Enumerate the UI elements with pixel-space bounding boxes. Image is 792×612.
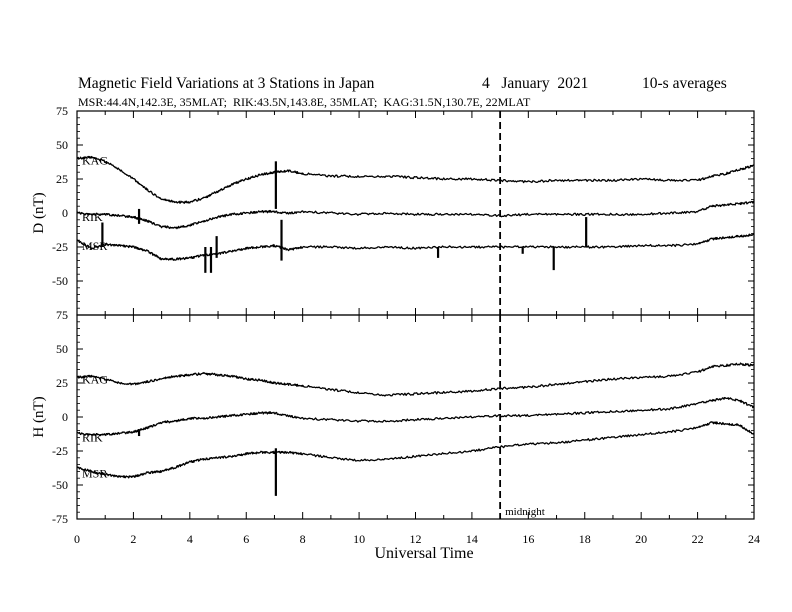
h-x-tick-label: 12 [410,532,422,546]
h-series-msr [76,421,755,479]
h-plot-frame [76,314,755,520]
d-y-tick-label: -50 [52,274,68,288]
h-x-tick-label: 24 [748,532,760,546]
x-axis-label: Universal Time [374,545,473,562]
h-y-tick-label: -50 [52,478,68,492]
h-x-tick-label: 16 [522,532,534,546]
h-x-tick-label: 2 [130,532,136,546]
stations-line: MSR:44.4N,142.3E, 35MLAT; RIK:43.5N,143.… [78,95,531,109]
d-panel: 75 50 25 0 -25 -50 D (nT) KAG RIK MSR [31,104,755,316]
h-y-tick-label: -25 [52,444,68,458]
d-y-tick-label: 75 [56,104,68,118]
h-x-tick-label: 18 [579,532,591,546]
d-series-label-kag: KAG [82,154,108,168]
h-series-rik [76,396,755,437]
h-x-tick-label: 4 [187,532,193,546]
h-y-tick-label: 25 [56,376,68,390]
h-series-kag [76,362,755,397]
h-series-label-rik: RIK [82,430,103,444]
chart-date: 4 January 2021 [482,75,588,92]
h-x-tick-label: 22 [692,532,704,546]
h-x-tick-label: 10 [353,532,365,546]
h-series-label-msr: MSR [82,466,107,480]
d-y-tick-label: 50 [56,138,68,152]
midnight-label: midnight [505,506,545,518]
h-y-axis-label: H (nT) [31,396,47,437]
d-series-label-msr: MSR [82,239,107,253]
h-series-label-kag: KAG [82,373,108,387]
h-y-tick-label: 0 [62,410,68,424]
h-x-tick-label: 0 [74,532,80,546]
h-x-tick-label: 20 [635,532,647,546]
d-series-rik [76,200,755,230]
h-x-tick-label: 14 [466,532,478,546]
d-y-tick-label: 25 [56,172,68,186]
d-y-tick-label: -25 [52,240,68,254]
chart-averaging: 10-s averages [642,75,727,92]
h-y-tick-label: -75 [52,512,68,526]
h-y-tick-label: 50 [56,342,68,356]
h-y-tick-label: 75 [56,308,68,322]
d-series-kag [76,155,755,204]
h-x-tick-label: 6 [243,532,249,546]
chart-title: Magnetic Field Variations at 3 Stations … [78,75,375,92]
d-series-msr [76,233,755,261]
h-x-tick-label: 8 [300,532,306,546]
d-y-axis-label: D (nT) [31,192,47,233]
d-series-label-rik: RIK [82,210,103,224]
d-y-tick-label: 0 [62,206,68,220]
